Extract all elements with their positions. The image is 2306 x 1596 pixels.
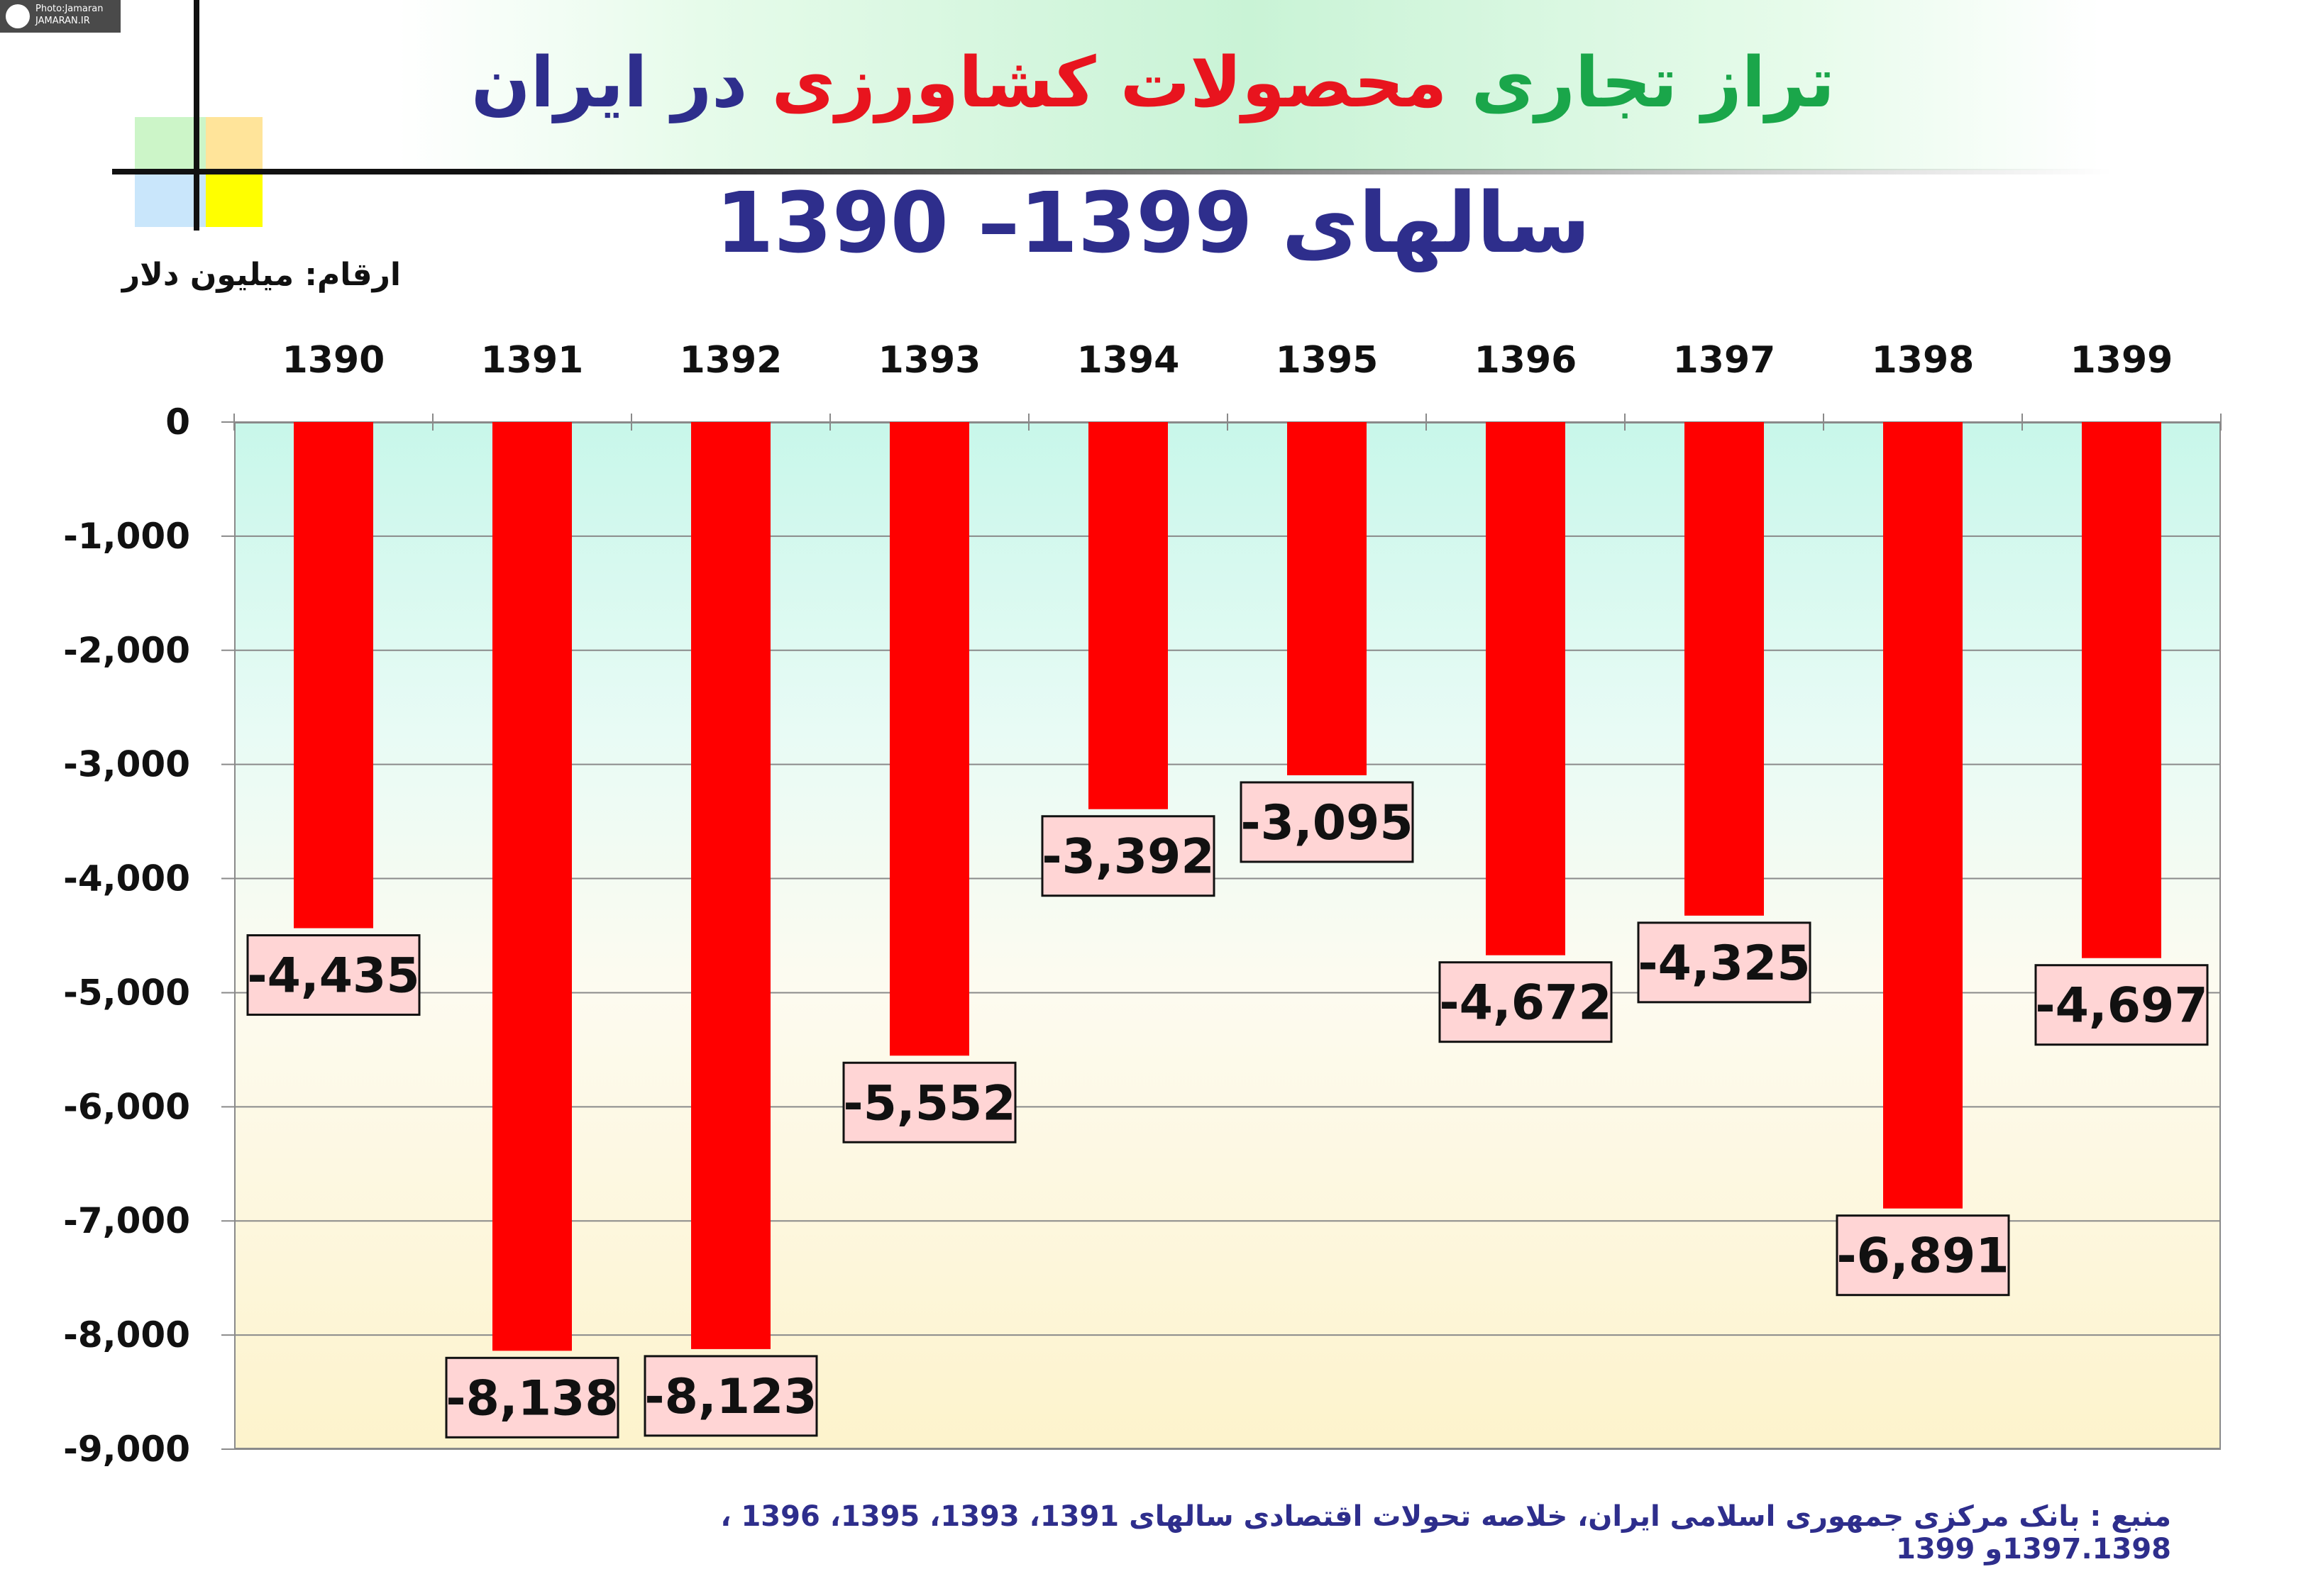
data-label-box (644, 1355, 818, 1437)
data-label-box (1637, 921, 1811, 1004)
data-label-box (246, 934, 421, 1016)
data-label-box (445, 1356, 619, 1439)
x-tick-label: 1393 (878, 339, 981, 382)
y-tick-label: -7,000 (63, 1200, 190, 1241)
deco-vertical-line (194, 0, 199, 231)
chart-title: تراز تجاری محصولات کشاورزی در ایران (0, 43, 2306, 123)
x-tick-label: 1396 (1474, 339, 1577, 382)
x-tick-label: 1391 (481, 339, 584, 382)
y-tick-label: -1,000 (63, 516, 190, 557)
data-label: -4,435 (247, 948, 419, 1004)
x-tick-label: 1398 (1872, 339, 1975, 382)
title-part-2: محصولات کشاورزی (771, 43, 1447, 123)
title-part-3: در ایران (471, 43, 772, 123)
y-tick-label: -5,000 (63, 972, 190, 1013)
y-tick-label: -4,000 (63, 858, 190, 899)
deco-horizontal-line (112, 169, 2113, 174)
data-label: -5,552 (843, 1075, 1015, 1131)
data-label: -3,095 (1240, 795, 1413, 851)
bar (1486, 422, 1565, 955)
watermark-icon (6, 4, 30, 28)
bar (1287, 422, 1367, 775)
data-label: -8,138 (446, 1370, 618, 1426)
data-label: -8,123 (644, 1369, 817, 1425)
title-part-1: تراز تجاری (1447, 43, 1835, 123)
title-background (397, 0, 2100, 170)
deco-square-orange (206, 117, 263, 174)
bar (691, 422, 771, 1349)
watermark-line2: JAMARAN.IR (35, 16, 90, 26)
bar (1088, 422, 1168, 809)
chart-subtitle: سالهای 1399– 1390 (715, 174, 1591, 272)
source-note: منبع : بانک مرکزی جمهوری اسلامی ایران، خ… (720, 1500, 2171, 1565)
bar (1684, 422, 1764, 916)
data-label-box (1240, 781, 1414, 863)
x-tick-label: 1399 (2070, 339, 2173, 382)
x-tick-label: 1395 (1276, 339, 1379, 382)
data-label-box (2034, 964, 2209, 1046)
y-tick-label: -2,000 (63, 630, 190, 671)
bar (492, 422, 572, 1351)
data-label: -4,697 (2035, 978, 2207, 1034)
data-label-box (1041, 815, 1215, 897)
data-label: -6,891 (1836, 1229, 2009, 1285)
bar (1883, 422, 1963, 1209)
deco-square-yellow (206, 174, 263, 227)
x-tick-label: 1397 (1673, 339, 1776, 382)
data-label-box (1836, 1214, 2010, 1297)
x-tick-label: 1390 (282, 339, 385, 382)
bar (2082, 422, 2161, 958)
unit-label: ارقام: میلیون دلار (121, 257, 401, 293)
watermark-line1: Photo:Jamaran (35, 4, 104, 14)
y-tick-label: -3,000 (63, 744, 190, 785)
data-label: -4,325 (1638, 936, 1810, 992)
data-label-box (842, 1061, 1017, 1143)
y-tick-label: -6,000 (63, 1086, 190, 1127)
watermark-logo: Photo:Jamaran JAMARAN.IR (0, 0, 121, 33)
y-tick-label: 0 (165, 401, 190, 443)
bar (294, 422, 373, 929)
x-tick-label: 1394 (1077, 339, 1180, 382)
bar (890, 422, 969, 1056)
data-label: -3,392 (1042, 829, 1214, 885)
y-tick-label: -9,000 (63, 1429, 190, 1470)
data-label: -4,672 (1439, 975, 1611, 1031)
y-tick-label: -8,000 (63, 1314, 190, 1356)
data-label-box (1438, 961, 1613, 1043)
x-tick-label: 1392 (680, 339, 783, 382)
